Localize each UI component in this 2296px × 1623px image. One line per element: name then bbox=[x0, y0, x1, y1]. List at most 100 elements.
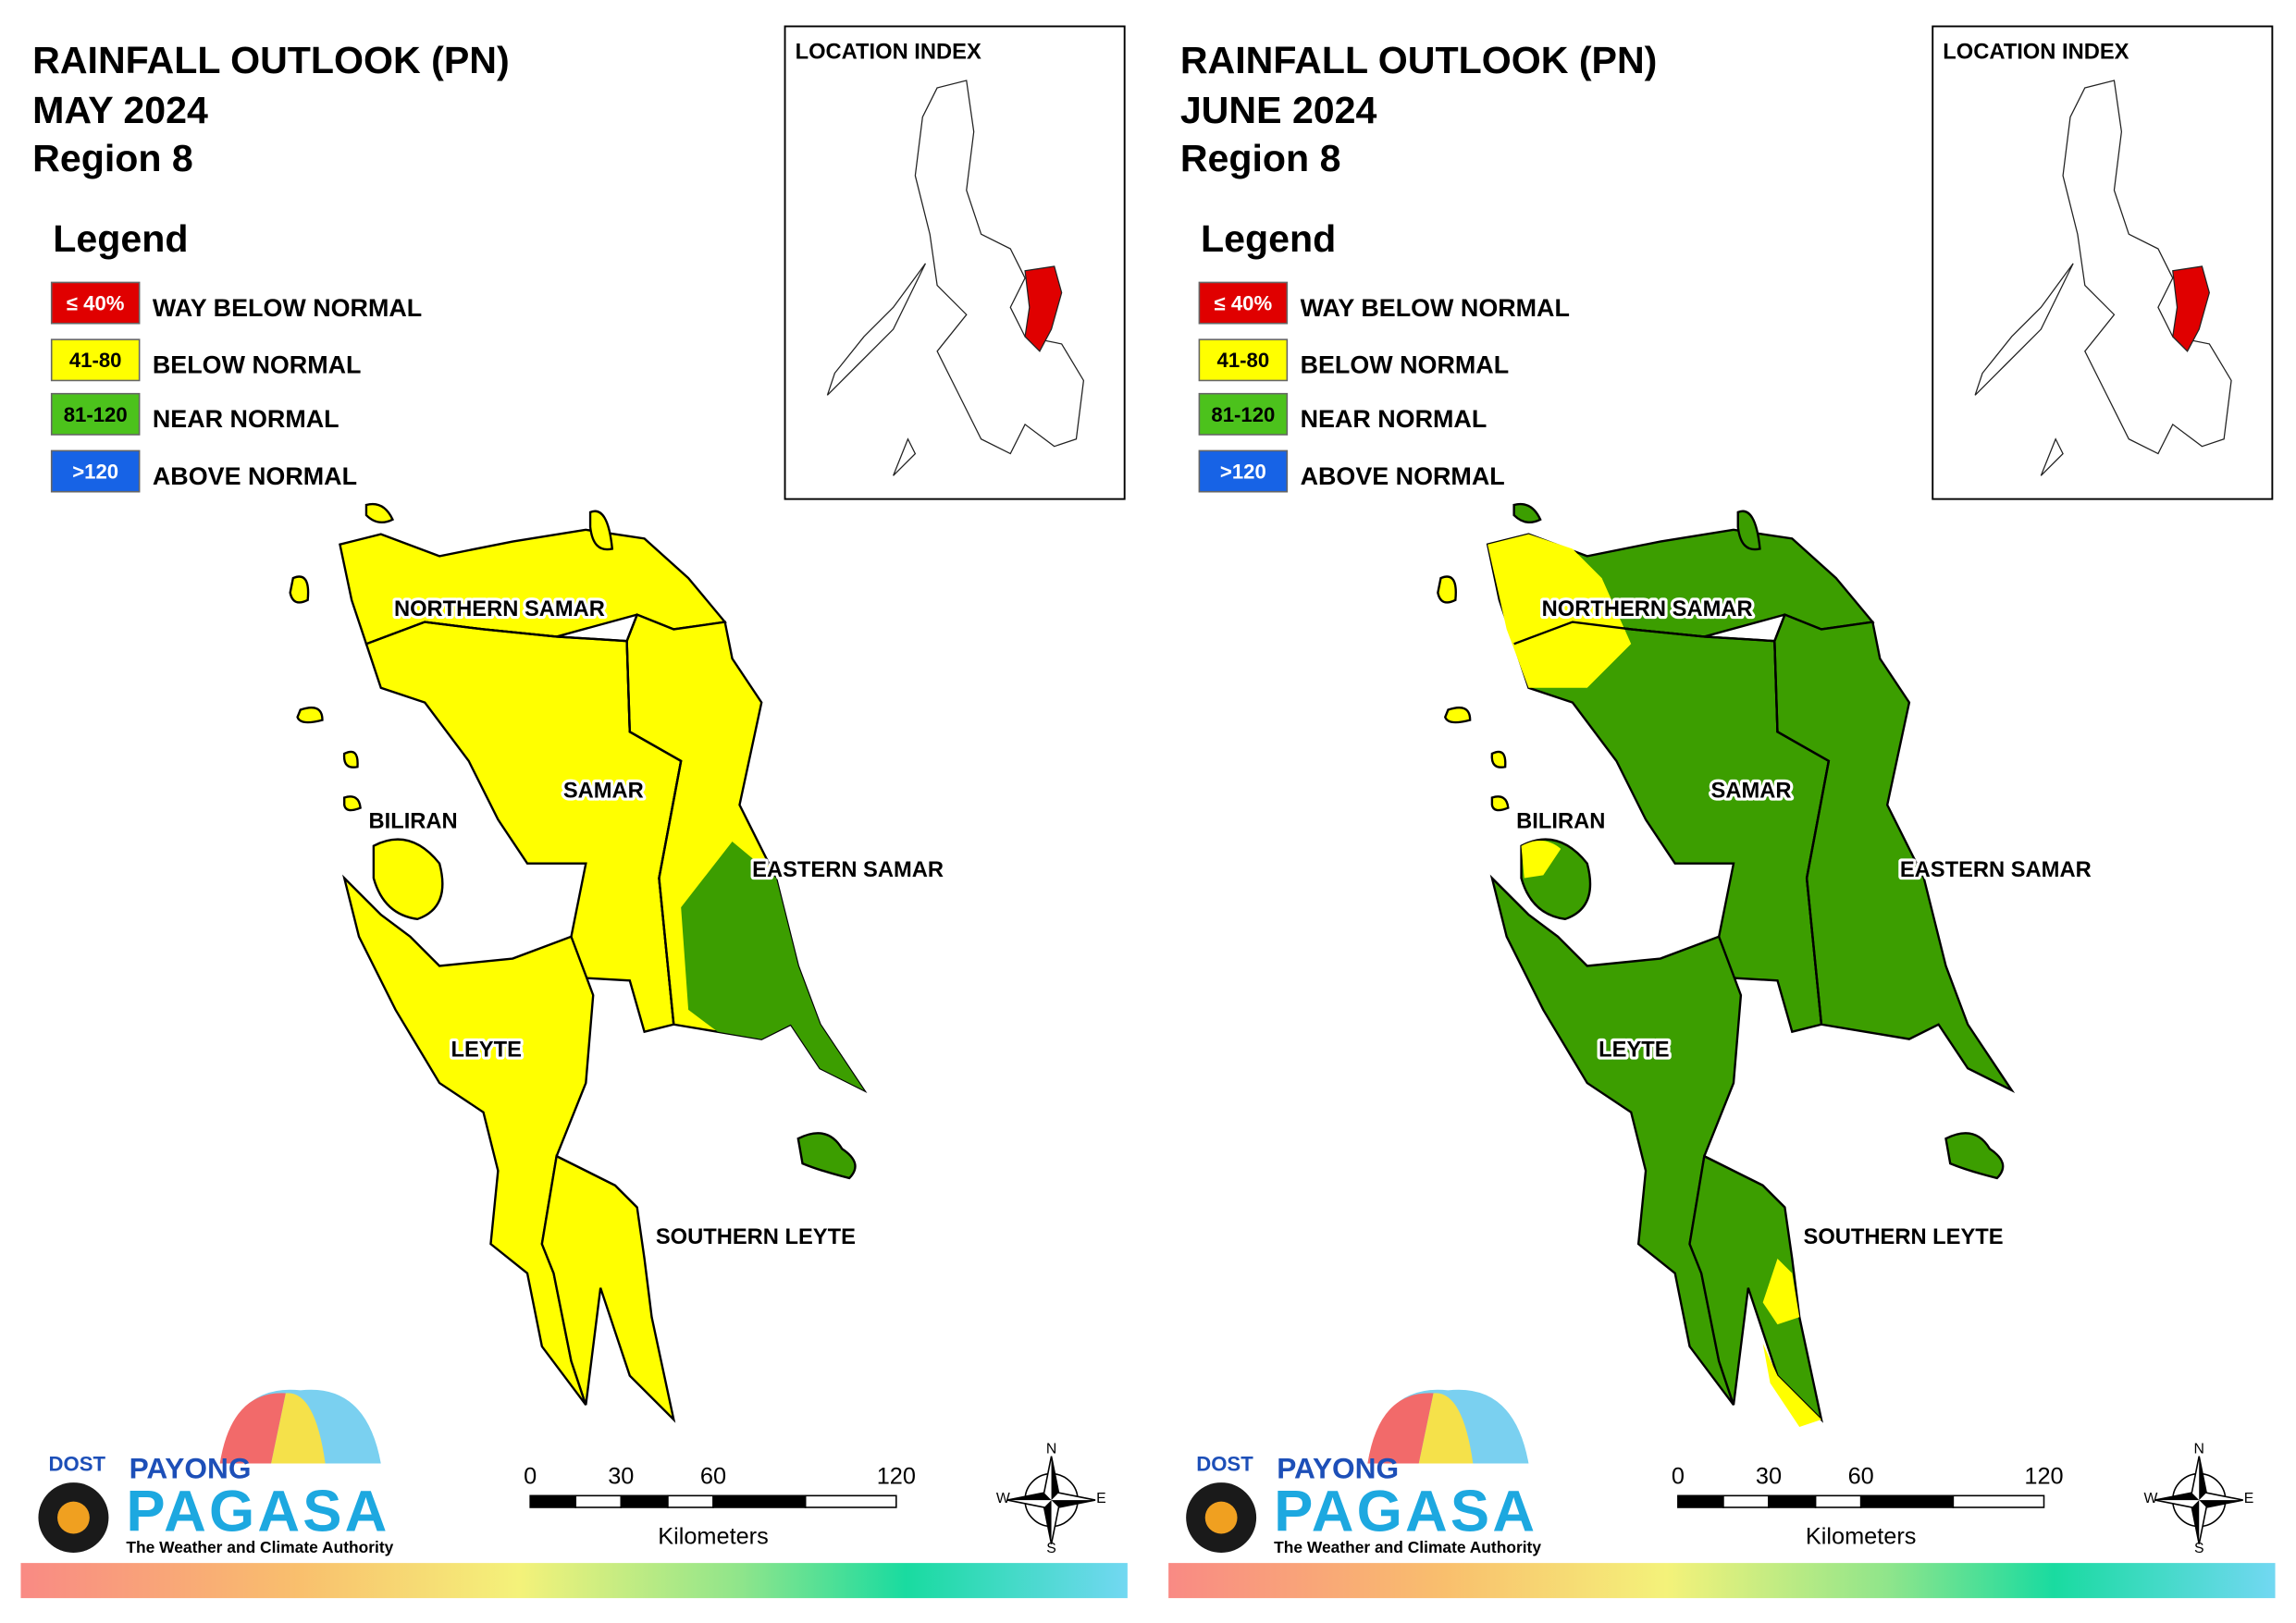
compass-letter: W bbox=[996, 1491, 1010, 1506]
province-label: LEYTE bbox=[1599, 1039, 1669, 1063]
compass-letter: S bbox=[1046, 1541, 1056, 1556]
province-shape bbox=[1736, 510, 1761, 551]
legend-label: WAY BELOW NORMAL bbox=[153, 294, 422, 322]
legend-swatch bbox=[50, 281, 141, 325]
legend-swatch bbox=[1198, 338, 1289, 382]
province-label: EASTERN SAMAR bbox=[752, 858, 944, 882]
logo-name: PAGASA bbox=[1274, 1479, 1537, 1543]
logo-umbrella-yellow bbox=[1418, 1393, 1474, 1464]
logo-tagline: The Weather and Climate Authority bbox=[1274, 1538, 1541, 1556]
compass-letter: N bbox=[2194, 1441, 2204, 1457]
philippines-outline bbox=[1974, 80, 2232, 476]
legend-label: NEAR NORMAL bbox=[153, 405, 339, 433]
logo-agency: DOST bbox=[1196, 1452, 1253, 1475]
scale-tick-label: 120 bbox=[2024, 1464, 2063, 1490]
legend-swatch bbox=[1198, 392, 1289, 436]
legend-swatch bbox=[1198, 281, 1289, 325]
rainfall-zone bbox=[1762, 1258, 1800, 1325]
province-border bbox=[625, 641, 683, 1025]
province-label: LEYTE bbox=[451, 1039, 521, 1063]
title: RAINFALL OUTLOOK (PN) bbox=[1180, 39, 1658, 81]
legend-range: ≤ 40% bbox=[67, 291, 125, 314]
province-shape bbox=[364, 502, 394, 524]
logo-umbrella-red bbox=[219, 1393, 286, 1464]
compass-letter: E bbox=[2244, 1491, 2254, 1506]
province-label: BILIRAN bbox=[368, 810, 457, 834]
panel: RAINFALL OUTLOOK (PN) JUNE 2024 Region 8 Le… bbox=[1168, 25, 2276, 1599]
legend-swatch bbox=[50, 449, 141, 493]
legend-range: >120 bbox=[72, 460, 118, 483]
province-shape bbox=[1688, 1154, 1823, 1423]
province-shape bbox=[342, 750, 359, 768]
rainfall-zone bbox=[1762, 1343, 1821, 1427]
footer-band bbox=[20, 1563, 1128, 1599]
province-label: SOUTHERN LEYTE bbox=[656, 1225, 856, 1249]
province-shape bbox=[796, 1132, 857, 1180]
province-label: SOUTHERN LEYTE bbox=[1804, 1225, 2004, 1249]
legend-range: 81-120 bbox=[64, 403, 128, 426]
scale-unit: Kilometers bbox=[1806, 1524, 1917, 1550]
compass-star-dark bbox=[1007, 1456, 1096, 1544]
region-8-highlight bbox=[1024, 265, 1063, 352]
logo-name-top: PAYONG bbox=[130, 1451, 252, 1484]
scale-segment bbox=[620, 1494, 669, 1508]
legend-range: ≤ 40% bbox=[1215, 291, 1273, 314]
legend-range: 41-80 bbox=[69, 349, 122, 372]
province-shape bbox=[588, 510, 614, 551]
scale-tick-label: 0 bbox=[1672, 1464, 1685, 1490]
legend-range: >120 bbox=[1220, 460, 1266, 483]
logo-name: PAGASA bbox=[126, 1479, 389, 1543]
logo-seal-inner bbox=[57, 1501, 90, 1534]
legend-title: Legend bbox=[1201, 217, 1336, 260]
scale-segment bbox=[1677, 1494, 1724, 1508]
legend-label: BELOW NORMAL bbox=[1301, 351, 1510, 379]
panel: RAINFALL OUTLOOK (PN) MAY 2024 Region 8 Leg… bbox=[20, 25, 1128, 1599]
province-shape bbox=[1490, 795, 1510, 812]
compass-letter: N bbox=[1046, 1441, 1056, 1457]
province-border bbox=[1703, 1155, 1786, 1209]
rainfall-zone bbox=[681, 841, 864, 1090]
rainfall-zone bbox=[1487, 534, 1632, 688]
region: Region 8 bbox=[32, 137, 193, 179]
province-shape bbox=[372, 838, 444, 921]
scale-segment bbox=[574, 1494, 623, 1508]
scale-tick-label: 30 bbox=[1756, 1464, 1782, 1490]
scale-segment bbox=[529, 1494, 577, 1508]
legend-swatch bbox=[50, 338, 141, 382]
scale-segment bbox=[1952, 1494, 2045, 1508]
province-shape bbox=[289, 575, 310, 604]
province-shape bbox=[1489, 874, 1743, 1406]
location-index-title: LOCATION INDEX bbox=[1943, 40, 2129, 64]
compass-letter: W bbox=[2144, 1491, 2158, 1506]
province-border bbox=[1773, 641, 1831, 1025]
scale-segment bbox=[1768, 1494, 1817, 1508]
scale-segment bbox=[667, 1494, 714, 1508]
philippines-outline bbox=[826, 80, 1085, 476]
scale-tick-label: 60 bbox=[1848, 1464, 1874, 1490]
province-label: NORTHERN SAMAR bbox=[1542, 597, 1753, 621]
legend-label: ABOVE NORMAL bbox=[1301, 462, 1505, 490]
title: RAINFALL OUTLOOK (PN) bbox=[32, 39, 510, 81]
province-border bbox=[365, 614, 638, 646]
rainfall-zone bbox=[1521, 841, 1562, 879]
province-shape bbox=[540, 1154, 676, 1423]
region: Region 8 bbox=[1180, 137, 1341, 179]
compass-letter: S bbox=[2194, 1541, 2204, 1556]
scale-segment bbox=[1722, 1494, 1770, 1508]
region-8-highlight bbox=[2172, 265, 2210, 352]
logo-name-top: PAYONG bbox=[1277, 1451, 1399, 1484]
province-label: SAMAR bbox=[563, 779, 644, 803]
legend-swatch bbox=[50, 392, 141, 436]
province-shape bbox=[296, 707, 324, 724]
province-label: BILIRAN bbox=[1516, 810, 1605, 834]
scale-tick-label: 0 bbox=[524, 1464, 537, 1490]
province-shape bbox=[1944, 1132, 2005, 1180]
legend-label: WAY BELOW NORMAL bbox=[1301, 294, 1570, 322]
logo-seal-inner bbox=[1204, 1501, 1238, 1534]
legend-range: 41-80 bbox=[1217, 349, 1270, 372]
scale-tick-label: 60 bbox=[700, 1464, 726, 1490]
scale-tick-label: 30 bbox=[608, 1464, 634, 1490]
province-shape bbox=[1443, 707, 1472, 724]
province-label: NORTHERN SAMAR bbox=[394, 597, 605, 621]
province-shape bbox=[1512, 502, 1542, 524]
